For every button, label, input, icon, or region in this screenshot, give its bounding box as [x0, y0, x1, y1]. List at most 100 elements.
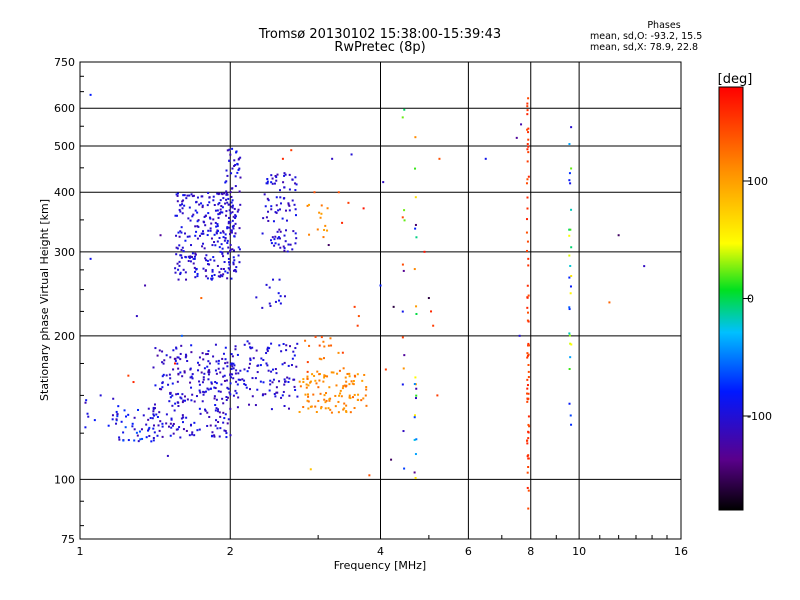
data-point [232, 269, 235, 272]
data-point [234, 163, 237, 166]
data-point [350, 153, 353, 156]
y-tick-label: 750 [54, 56, 75, 69]
data-point [144, 284, 147, 287]
data-point [570, 208, 573, 211]
data-point [232, 367, 235, 370]
data-point [117, 405, 120, 408]
data-point [168, 373, 171, 376]
data-point [186, 235, 189, 238]
data-point [125, 415, 128, 418]
data-point [234, 232, 237, 235]
data-point [182, 199, 185, 202]
data-point [219, 199, 222, 202]
data-point [172, 432, 175, 435]
data-point [527, 363, 530, 366]
data-point [221, 357, 224, 360]
colorbar-gradient [719, 87, 743, 510]
data-point [272, 378, 275, 381]
data-point [270, 208, 273, 211]
data-point [177, 278, 180, 281]
data-point [264, 393, 267, 396]
data-point [112, 397, 115, 400]
data-point [279, 302, 282, 305]
data-point [527, 397, 530, 400]
data-point [403, 219, 406, 222]
data-point [403, 354, 406, 357]
data-point [156, 434, 159, 437]
data-point [190, 193, 193, 196]
data-point [415, 387, 418, 390]
data-point [231, 355, 234, 358]
data-point [176, 380, 179, 383]
data-point [145, 423, 148, 426]
data-point [224, 362, 227, 365]
data-point [225, 190, 228, 193]
data-point [526, 306, 529, 309]
data-point [218, 246, 221, 249]
data-point [162, 373, 165, 376]
data-point [296, 342, 299, 345]
data-point [214, 424, 217, 427]
data-point [154, 384, 157, 387]
data-point [212, 195, 215, 198]
data-point [527, 370, 530, 373]
data-point [268, 347, 271, 350]
data-point [527, 127, 530, 130]
data-point [196, 211, 199, 214]
data-point [200, 195, 203, 198]
data-point [275, 196, 278, 199]
data-point [295, 183, 298, 186]
data-point [207, 371, 210, 374]
data-point [527, 437, 530, 440]
data-point [118, 438, 121, 441]
data-point [214, 221, 217, 224]
data-points [84, 93, 646, 510]
data-point [227, 246, 230, 249]
data-point [233, 164, 236, 167]
data-point [292, 230, 295, 233]
data-point [353, 393, 356, 396]
data-point [232, 227, 235, 230]
data-point [221, 206, 224, 209]
data-point [306, 370, 309, 373]
data-point [174, 359, 177, 362]
data-point [208, 196, 211, 199]
data-point [261, 232, 264, 235]
data-point [251, 395, 254, 398]
data-point [401, 216, 404, 219]
data-point [182, 194, 185, 197]
data-point [259, 364, 262, 367]
data-point [266, 180, 269, 183]
data-point [193, 421, 196, 424]
data-point [177, 231, 180, 234]
data-point [318, 344, 321, 347]
data-point [135, 431, 138, 434]
data-point [180, 397, 183, 400]
data-point [211, 274, 214, 277]
data-point [285, 219, 288, 222]
data-point [353, 374, 356, 377]
data-point [527, 353, 530, 356]
data-point [255, 349, 258, 352]
data-point [227, 387, 230, 390]
y-tick-label: 600 [54, 102, 75, 115]
data-point [643, 265, 646, 268]
data-point [177, 373, 180, 376]
data-point [349, 397, 352, 400]
data-point [315, 411, 318, 414]
data-point [231, 248, 234, 251]
data-point [316, 370, 319, 373]
data-point [219, 231, 222, 234]
data-point [161, 350, 164, 353]
data-point [179, 271, 182, 274]
data-point [217, 216, 220, 219]
data-point [528, 425, 531, 428]
data-point [230, 353, 233, 356]
data-point [190, 256, 193, 259]
data-point [179, 371, 182, 374]
data-point [229, 153, 232, 156]
data-point [234, 185, 237, 188]
data-point [270, 205, 273, 208]
colorbar-unit: [deg] [718, 72, 753, 87]
data-point [568, 334, 571, 337]
